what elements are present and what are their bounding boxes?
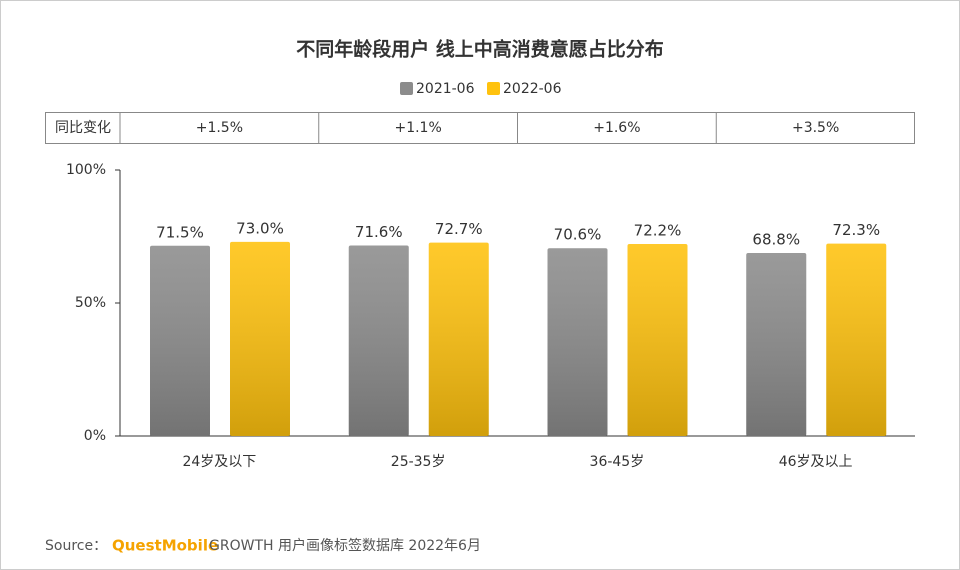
value-label: 72.7%: [435, 220, 483, 238]
legend-label: 2022-06: [503, 81, 562, 97]
x-tick-label: 46岁及以上: [779, 454, 853, 470]
source-brand: QuestMobile: [112, 537, 218, 555]
legend-swatch: [487, 82, 500, 95]
bar: [746, 252, 807, 436]
source-prefix: Source：: [45, 538, 107, 554]
bar: [348, 245, 409, 436]
value-label: 71.5%: [156, 223, 204, 241]
value-label: 72.2%: [634, 221, 682, 239]
value-label: 68.8%: [752, 230, 800, 248]
yoy-label: 同比变化: [55, 120, 111, 136]
bar: [150, 245, 210, 436]
bar: [428, 242, 489, 436]
y-tick-label: 100%: [66, 162, 106, 178]
bar: [230, 241, 290, 436]
yoy-value: +1.1%: [394, 120, 441, 136]
yoy-value: +3.5%: [792, 120, 839, 136]
legend-swatch: [400, 82, 413, 95]
bar: [627, 243, 688, 436]
bar: [826, 243, 887, 436]
yoy-value: +1.5%: [196, 120, 243, 136]
legend-label: 2021-06: [416, 81, 475, 97]
x-tick-label: 24岁及以下: [182, 454, 256, 470]
chart-title: 不同年龄段用户 线上中高消费意愿占比分布: [296, 38, 664, 61]
y-tick-label: 50%: [75, 295, 106, 311]
bar: [547, 248, 608, 436]
value-label: 73.0%: [236, 219, 284, 237]
value-label: 71.6%: [355, 223, 403, 241]
source-text: GROWTH 用户画像标签数据库 2022年6月: [209, 537, 481, 554]
value-label: 70.6%: [554, 226, 602, 244]
yoy-value: +1.6%: [593, 120, 640, 136]
yoy-table: [45, 112, 915, 144]
value-label: 72.3%: [832, 221, 880, 239]
x-tick-label: 36-45岁: [590, 454, 645, 470]
x-tick-label: 25-35岁: [391, 454, 446, 470]
y-tick-label: 0%: [84, 428, 106, 444]
